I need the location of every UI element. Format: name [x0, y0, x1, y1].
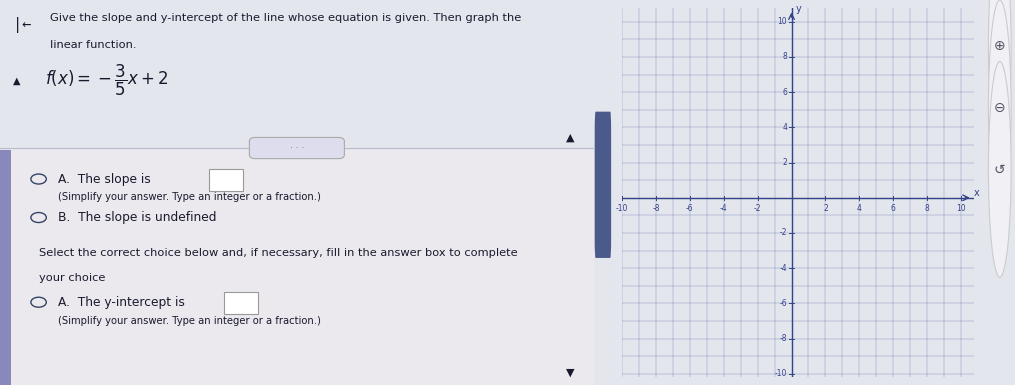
Text: A.  The y-intercept is: A. The y-intercept is: [58, 296, 185, 309]
Circle shape: [989, 62, 1011, 277]
Text: -2: -2: [780, 228, 788, 238]
Text: 2: 2: [783, 158, 788, 167]
Text: -8: -8: [780, 334, 788, 343]
Text: · · ·: · · ·: [289, 144, 304, 153]
Text: -4: -4: [780, 264, 788, 273]
Text: 8: 8: [925, 204, 930, 213]
Text: 4: 4: [783, 123, 788, 132]
Text: 4: 4: [857, 204, 862, 213]
Text: 6: 6: [783, 88, 788, 97]
Text: ▼: ▼: [565, 367, 574, 377]
Text: -2: -2: [754, 204, 761, 213]
Text: -8: -8: [653, 204, 660, 213]
Text: ⊕: ⊕: [994, 39, 1006, 53]
Text: (Simplify your answer. Type an integer or a fraction.): (Simplify your answer. Type an integer o…: [58, 316, 321, 326]
Text: Give the slope and y-intercept of the line whose equation is given. Then graph t: Give the slope and y-intercept of the li…: [51, 13, 522, 23]
Text: -10: -10: [774, 369, 788, 378]
Text: A.  The slope is: A. The slope is: [58, 172, 151, 186]
Text: your choice: your choice: [39, 273, 105, 283]
Text: Select the correct choice below and, if necessary, fill in the answer box to com: Select the correct choice below and, if …: [39, 248, 518, 258]
Text: B.  The slope is undefined: B. The slope is undefined: [58, 211, 216, 224]
Text: -6: -6: [780, 299, 788, 308]
Text: -6: -6: [686, 204, 693, 213]
Text: 10: 10: [777, 17, 788, 26]
Text: ↺: ↺: [994, 162, 1006, 176]
Bar: [11, 150, 594, 385]
FancyBboxPatch shape: [224, 292, 258, 314]
Text: 2: 2: [823, 204, 828, 213]
Text: 6: 6: [891, 204, 895, 213]
Text: x: x: [973, 188, 979, 198]
Text: ▲: ▲: [565, 132, 574, 142]
Text: 10: 10: [956, 204, 965, 213]
Text: 8: 8: [783, 52, 788, 62]
Bar: [0, 150, 11, 385]
Text: -10: -10: [616, 204, 628, 213]
Text: (Simplify your answer. Type an integer or a fraction.): (Simplify your answer. Type an integer o…: [58, 192, 321, 203]
Text: $f(x)=-\dfrac{3}{5}x+2$: $f(x)=-\dfrac{3}{5}x+2$: [45, 63, 167, 99]
FancyBboxPatch shape: [209, 169, 244, 191]
FancyBboxPatch shape: [250, 137, 344, 159]
Circle shape: [989, 0, 1011, 216]
FancyBboxPatch shape: [595, 112, 611, 258]
Text: |←: |←: [13, 17, 31, 33]
Circle shape: [989, 0, 1011, 154]
Text: ▲: ▲: [13, 76, 20, 86]
Text: -4: -4: [720, 204, 728, 213]
Text: ⊖: ⊖: [994, 101, 1006, 115]
Text: linear function.: linear function.: [51, 40, 137, 50]
Text: y: y: [796, 3, 802, 13]
